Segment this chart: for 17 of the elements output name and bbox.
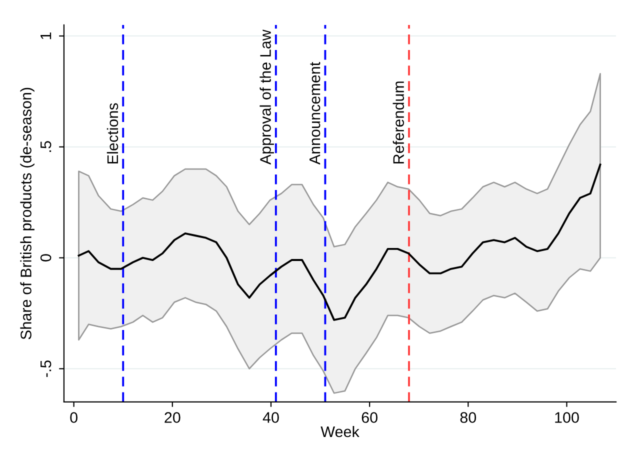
x-tick-label: 60	[362, 412, 378, 423]
ref-line-label: Approval of the Law	[260, 30, 274, 165]
x-axis-title: Week	[320, 426, 360, 438]
ref-line-label: Elections	[106, 103, 118, 164]
ref-line-label: Announcement	[310, 62, 320, 165]
y-tick-label: 1	[40, 32, 52, 40]
y-axis-title: Share of British products (de-season)	[20, 88, 34, 340]
y-tick-label: 0	[40, 254, 52, 262]
x-tick-label: 100	[555, 412, 579, 423]
x-tick-label: 20	[164, 412, 180, 423]
x-tick-label: 80	[460, 412, 476, 423]
x-tick-label: 0	[70, 412, 78, 423]
y-tick-label: .5	[40, 141, 52, 152]
line-series	[78, 164, 602, 321]
ref-line-label: Referendum	[392, 82, 404, 164]
x-tick-label: 40	[262, 412, 279, 423]
y-tick-label: -.5	[40, 360, 52, 377]
